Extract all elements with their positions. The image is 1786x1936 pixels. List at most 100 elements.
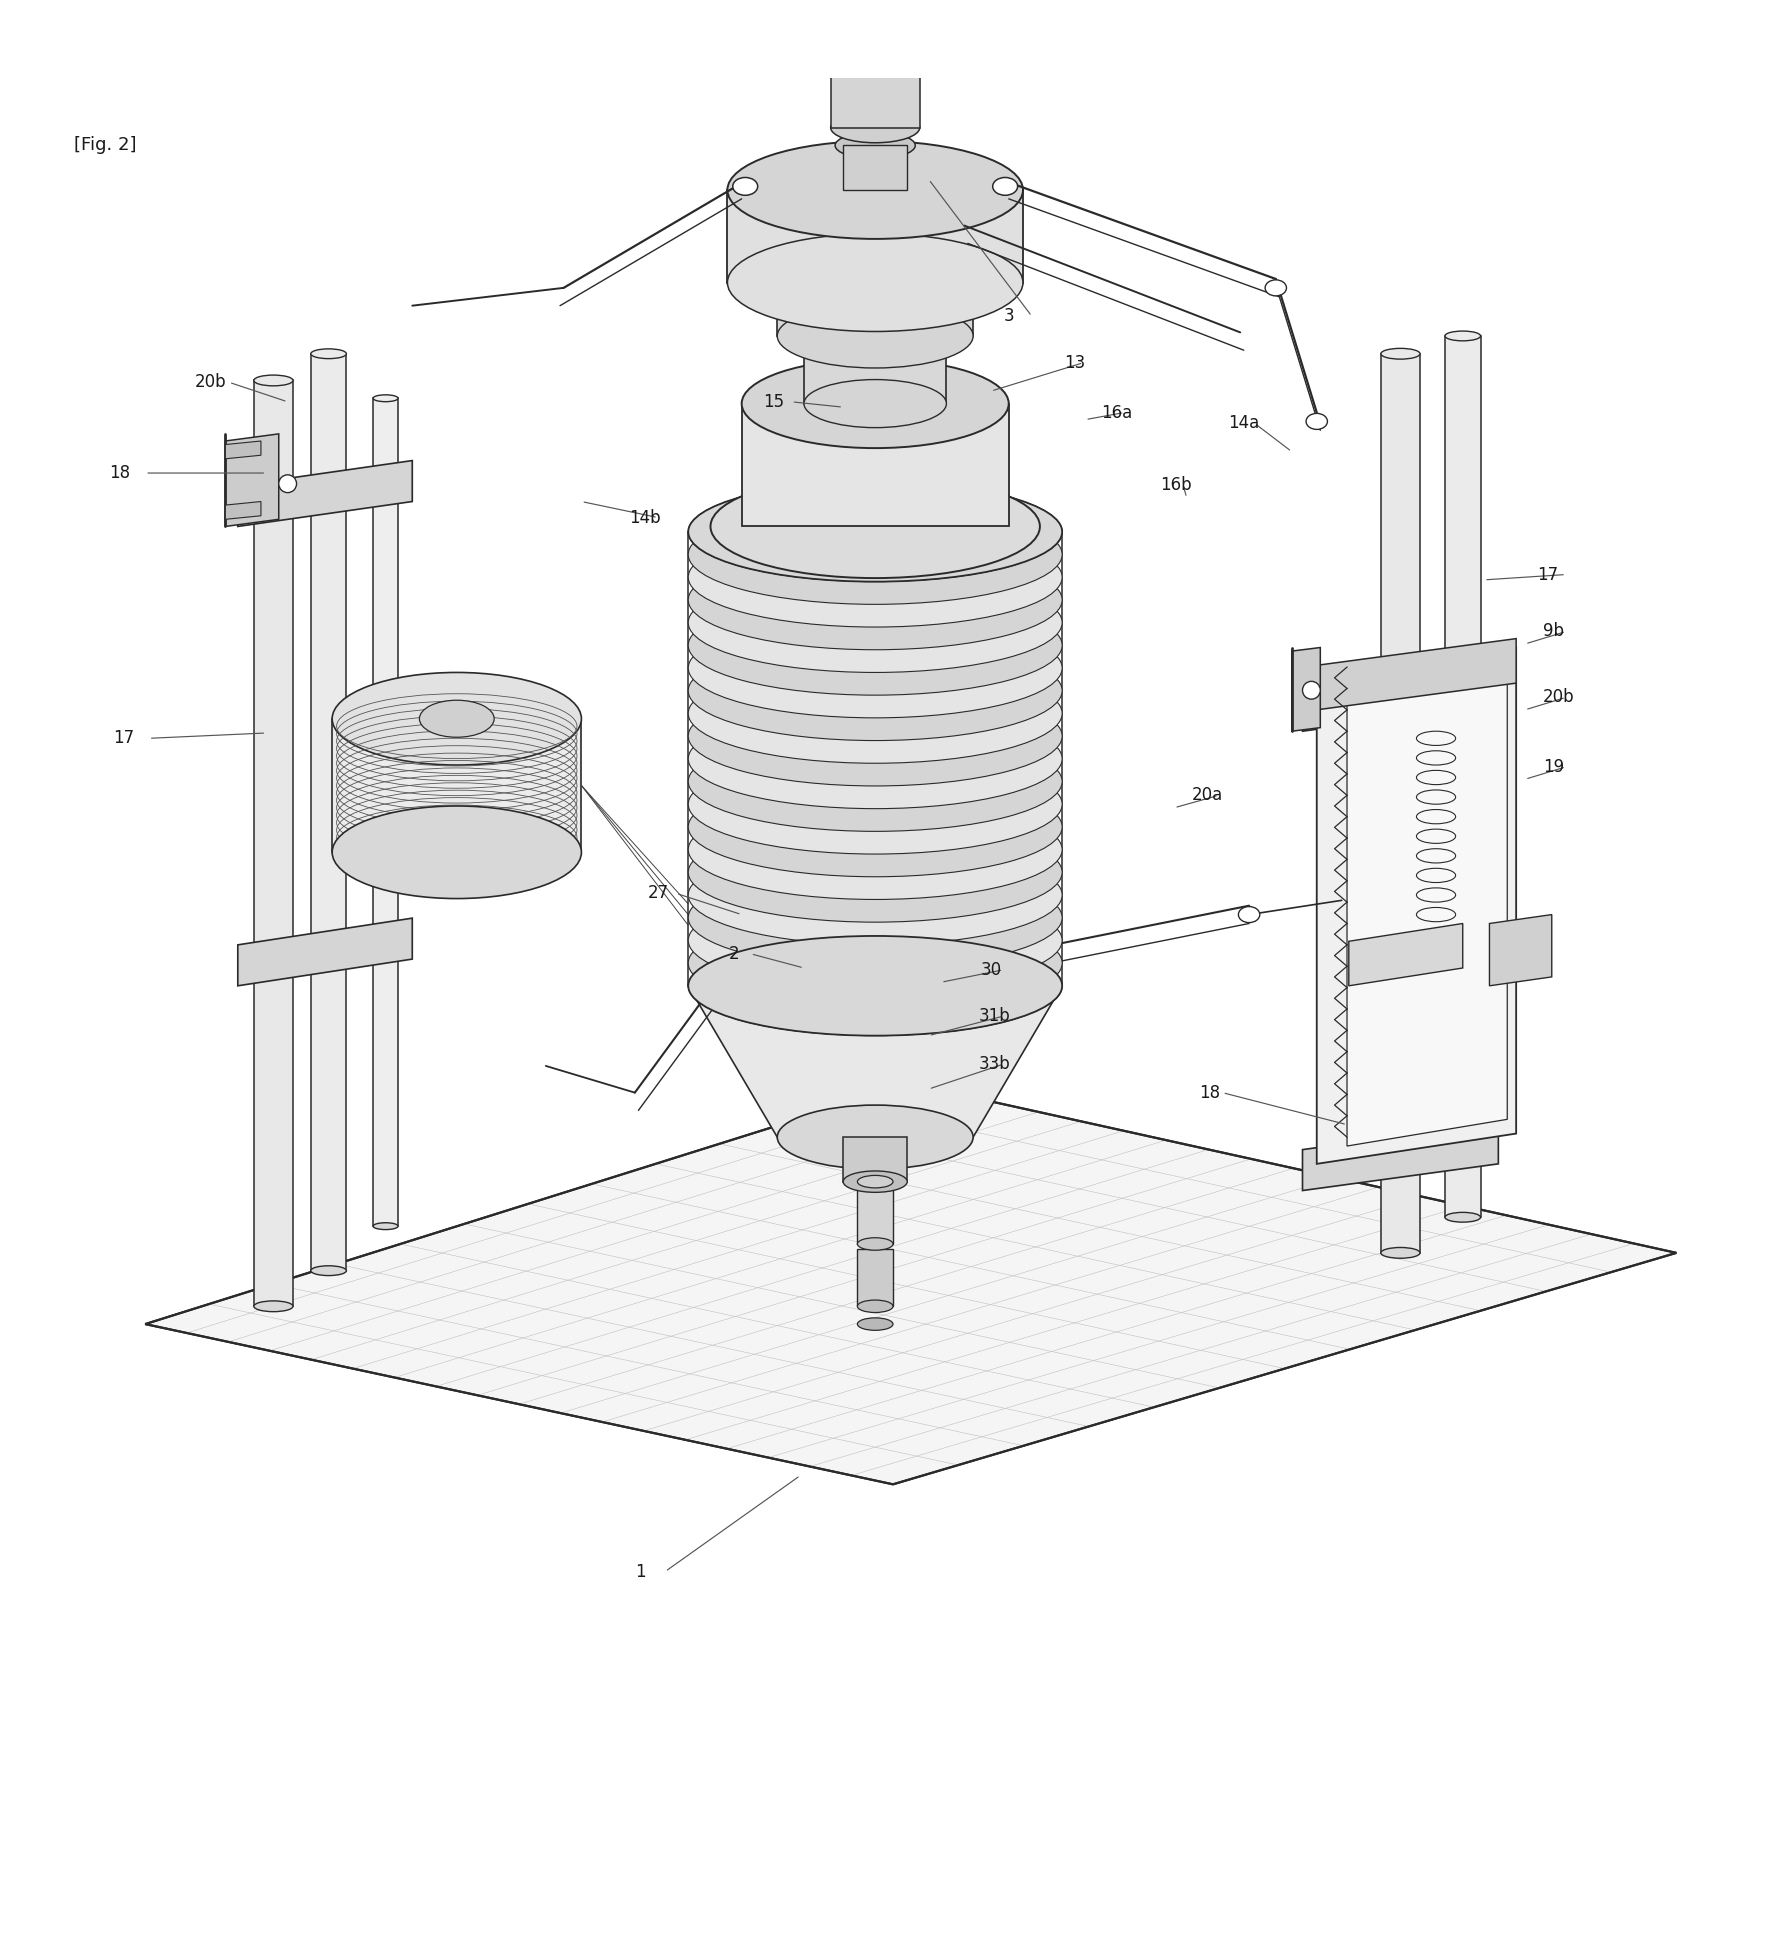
Text: 15: 15 (763, 393, 784, 410)
Ellipse shape (688, 935, 1063, 1036)
Ellipse shape (373, 395, 398, 401)
Ellipse shape (727, 141, 1023, 238)
Ellipse shape (857, 1175, 893, 1189)
Ellipse shape (1302, 681, 1320, 699)
Ellipse shape (1381, 348, 1420, 360)
Polygon shape (145, 1084, 1677, 1485)
Ellipse shape (688, 846, 1063, 945)
Text: 27: 27 (647, 885, 668, 902)
Ellipse shape (804, 379, 947, 428)
Ellipse shape (857, 1318, 893, 1330)
Polygon shape (1302, 1123, 1498, 1191)
Polygon shape (741, 403, 1009, 527)
Ellipse shape (688, 527, 1063, 627)
Polygon shape (1445, 337, 1481, 1218)
Ellipse shape (993, 178, 1018, 196)
Text: 20b: 20b (1543, 689, 1575, 707)
Ellipse shape (254, 376, 293, 385)
Polygon shape (1302, 664, 1498, 732)
Ellipse shape (836, 132, 914, 159)
Polygon shape (225, 441, 261, 459)
Ellipse shape (688, 823, 1063, 922)
Polygon shape (857, 1181, 893, 1245)
Polygon shape (830, 29, 920, 128)
Text: 2: 2 (729, 945, 739, 962)
Text: 3: 3 (1004, 308, 1014, 325)
Text: 16b: 16b (1161, 476, 1191, 494)
Text: 20b: 20b (195, 374, 227, 391)
Ellipse shape (732, 178, 757, 196)
Ellipse shape (688, 482, 1063, 581)
Ellipse shape (254, 1301, 293, 1313)
Polygon shape (1316, 647, 1516, 1164)
Polygon shape (1291, 647, 1320, 732)
Polygon shape (225, 434, 279, 527)
Ellipse shape (857, 1237, 893, 1251)
Ellipse shape (688, 664, 1063, 763)
Ellipse shape (722, 960, 743, 976)
Ellipse shape (688, 482, 1063, 581)
Ellipse shape (836, 10, 914, 37)
Polygon shape (373, 399, 398, 1225)
Text: 33b: 33b (979, 1055, 1011, 1073)
Ellipse shape (1306, 414, 1327, 430)
Polygon shape (311, 354, 346, 1270)
Polygon shape (777, 283, 973, 337)
Text: 17: 17 (113, 730, 134, 747)
Text: [Fig. 2]: [Fig. 2] (73, 136, 136, 155)
Ellipse shape (688, 550, 1063, 650)
Ellipse shape (688, 685, 1063, 786)
Ellipse shape (688, 800, 1063, 900)
Text: 14b: 14b (629, 509, 661, 527)
Ellipse shape (804, 312, 947, 360)
Polygon shape (1381, 354, 1420, 1253)
Ellipse shape (843, 1171, 907, 1193)
Ellipse shape (777, 304, 973, 368)
Ellipse shape (688, 776, 1063, 877)
Ellipse shape (373, 1224, 398, 1229)
Polygon shape (238, 918, 413, 985)
Text: 30: 30 (981, 960, 1002, 980)
Polygon shape (688, 985, 1063, 1136)
Ellipse shape (279, 474, 296, 492)
Ellipse shape (688, 755, 1063, 854)
Ellipse shape (777, 1105, 973, 1169)
Ellipse shape (1445, 1212, 1481, 1222)
Ellipse shape (688, 935, 1063, 1036)
Ellipse shape (688, 891, 1063, 989)
Text: 14a: 14a (1227, 414, 1259, 432)
Ellipse shape (688, 914, 1063, 1013)
Ellipse shape (1381, 1247, 1420, 1258)
Ellipse shape (311, 1266, 346, 1276)
Ellipse shape (688, 641, 1063, 741)
Polygon shape (225, 501, 261, 519)
Polygon shape (238, 461, 413, 527)
Text: 9b: 9b (1543, 623, 1565, 641)
Text: 1: 1 (634, 1562, 645, 1580)
Ellipse shape (711, 474, 1039, 579)
Polygon shape (804, 337, 947, 403)
Text: 13: 13 (1064, 354, 1086, 372)
Text: 17: 17 (1538, 565, 1559, 583)
Ellipse shape (1016, 951, 1038, 968)
Text: 18: 18 (109, 465, 130, 482)
Ellipse shape (1264, 281, 1286, 296)
Polygon shape (843, 1136, 907, 1181)
Ellipse shape (855, 8, 895, 31)
Ellipse shape (688, 867, 1063, 968)
Ellipse shape (727, 234, 1023, 331)
Ellipse shape (420, 701, 495, 738)
Ellipse shape (688, 596, 1063, 695)
Ellipse shape (688, 618, 1063, 718)
Ellipse shape (688, 732, 1063, 831)
Ellipse shape (830, 112, 920, 143)
Text: 16a: 16a (1102, 403, 1132, 422)
Ellipse shape (332, 805, 582, 898)
Polygon shape (1347, 668, 1507, 1146)
Ellipse shape (688, 709, 1063, 809)
Text: 19: 19 (1543, 757, 1565, 776)
Ellipse shape (741, 358, 1009, 447)
Ellipse shape (1445, 331, 1481, 341)
Polygon shape (1316, 639, 1516, 711)
Ellipse shape (777, 250, 973, 314)
